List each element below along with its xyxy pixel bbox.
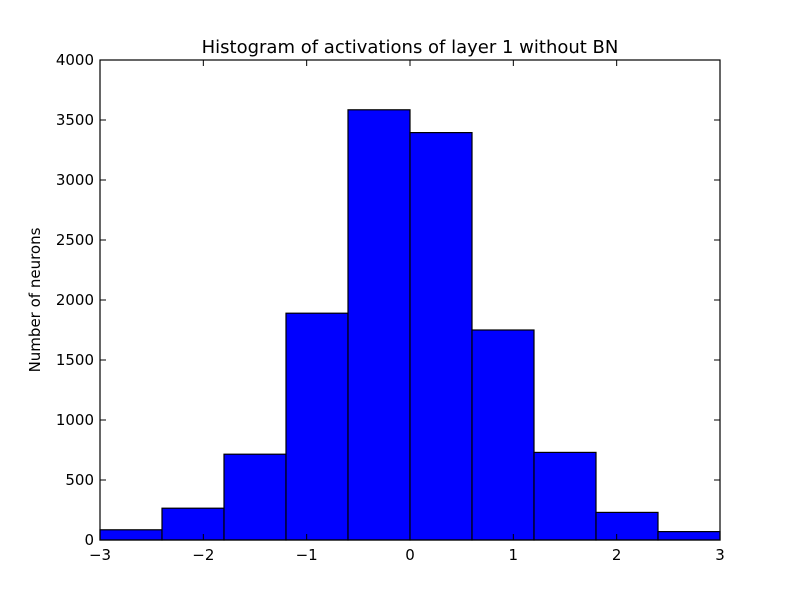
tick-labels-layer: −3 −2 −1 0 1 2 3 0 500 1000 1500 2000 2500 3000 3500 40… — [56, 51, 725, 564]
x-tick-label: −1 — [296, 546, 318, 564]
y-tick-label: 1500 — [56, 351, 94, 369]
x-tick-label: 1 — [509, 546, 519, 564]
y-tick-label: 3000 — [56, 171, 94, 189]
bars-layer — [99, 109, 721, 541]
histogram-bar — [285, 312, 349, 541]
y-tick-label: 3500 — [56, 111, 94, 129]
y-tick-label: 2500 — [56, 231, 94, 249]
y-tick-label: 0 — [84, 531, 94, 549]
y-tick-label: 500 — [65, 471, 94, 489]
histogram-bar — [471, 329, 535, 541]
histogram-bar — [223, 453, 287, 541]
x-tick-label: −2 — [192, 546, 214, 564]
x-tick-label: 2 — [612, 546, 622, 564]
histogram-bar — [161, 507, 225, 541]
y-tick-label: 1000 — [56, 411, 94, 429]
histogram-bar — [533, 451, 597, 541]
histogram-bar — [347, 109, 411, 541]
histogram-bar — [409, 132, 473, 541]
x-tick-label: 0 — [405, 546, 415, 564]
plot-frame — [99, 59, 721, 541]
chart-title: Histogram of activations of layer 1 with… — [202, 37, 619, 58]
x-tick-label: −3 — [89, 546, 111, 564]
x-tick-label: 3 — [715, 546, 725, 564]
histogram-bar — [657, 530, 721, 541]
y-axis-label: Number of neurons — [26, 227, 44, 372]
y-tick-label: 2000 — [56, 291, 94, 309]
y-tick-label: 4000 — [56, 51, 94, 69]
histogram-bar — [99, 529, 163, 541]
histogram-bar — [595, 511, 659, 541]
